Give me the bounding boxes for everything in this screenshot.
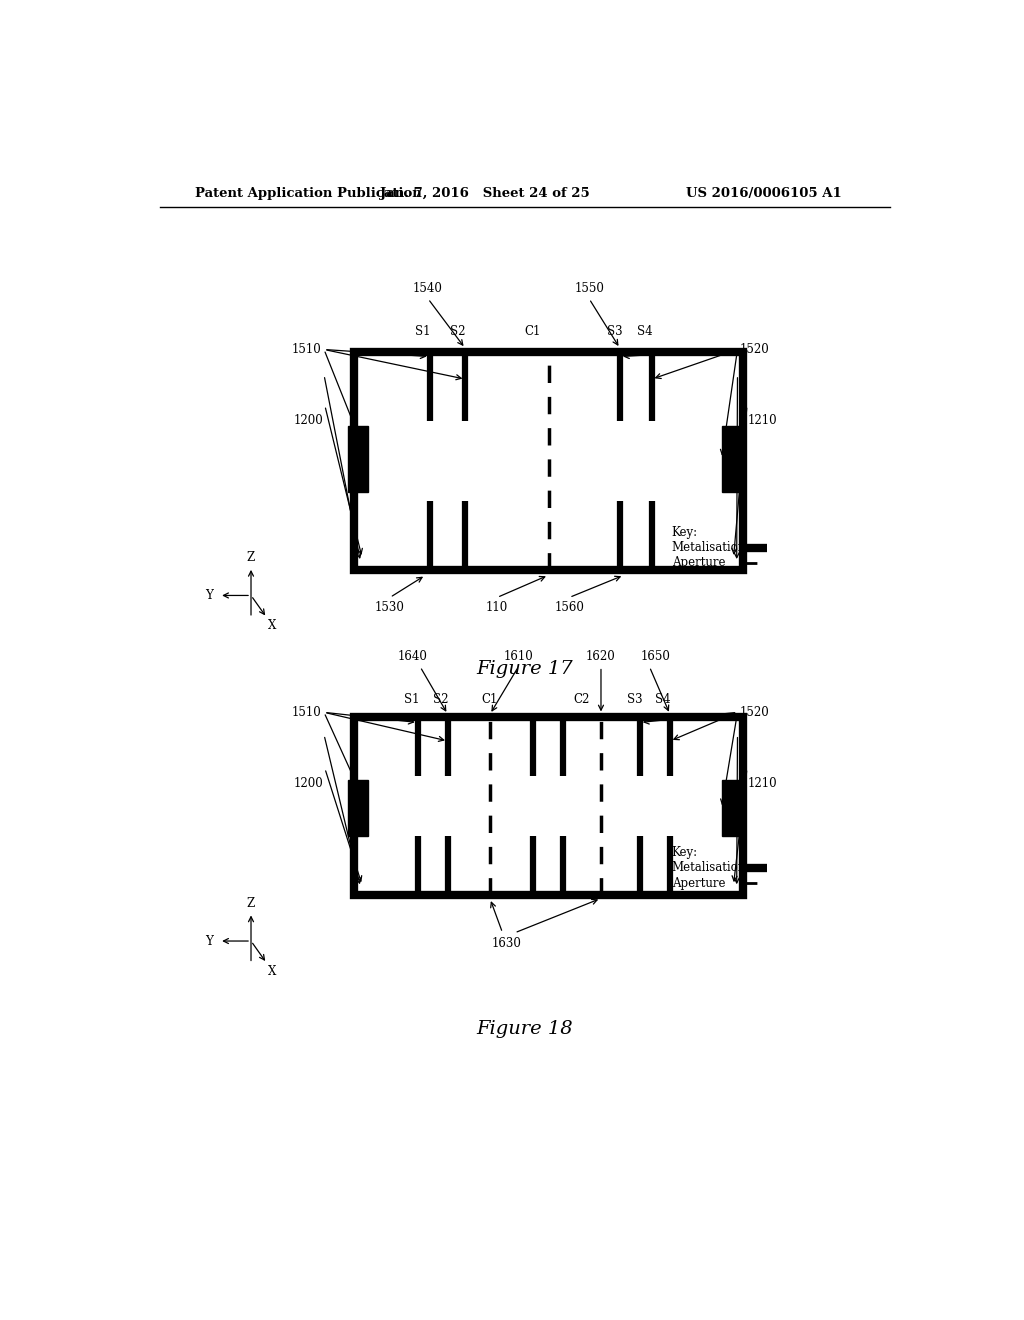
Text: Aperture: Aperture [672,876,725,890]
Text: X: X [268,965,276,978]
Text: Key:: Key: [672,846,697,859]
Text: S2: S2 [433,693,449,706]
Text: 1610: 1610 [504,649,534,663]
Text: S1: S1 [416,325,431,338]
Text: S3: S3 [606,325,623,338]
Text: C1: C1 [524,325,541,338]
Text: Z: Z [247,552,255,565]
Text: X: X [268,619,276,632]
Text: 1520: 1520 [740,343,770,356]
Text: 1510: 1510 [292,706,322,719]
Text: Z: Z [247,896,255,909]
Bar [348,780,368,837]
Text: C2: C2 [573,693,590,706]
Text: 1560: 1560 [554,601,584,614]
Text: 1510: 1510 [292,343,322,356]
Bar [722,426,741,492]
Text: Y: Y [205,935,213,948]
Text: S4: S4 [655,693,671,706]
Text: S1: S1 [404,693,420,706]
Text: Figure 17: Figure 17 [476,660,573,677]
Text: Key:: Key: [672,525,697,539]
Text: Patent Application Publication: Patent Application Publication [196,187,422,201]
Text: 1640: 1640 [397,649,427,663]
Text: 1520: 1520 [740,706,770,719]
Bar [348,426,368,492]
Text: 1620: 1620 [586,649,615,663]
Text: 110: 110 [486,601,508,614]
Text: 1650: 1650 [641,649,671,663]
Text: 1630: 1630 [492,937,521,949]
Text: 1540: 1540 [413,282,443,294]
Text: Y: Y [205,589,213,602]
Text: Metalisation: Metalisation [672,862,745,874]
Text: S2: S2 [451,325,466,338]
Text: Metalisation: Metalisation [672,541,745,554]
Text: C1: C1 [481,693,498,706]
Text: 1550: 1550 [574,282,604,294]
Bar [354,718,743,895]
Bar [354,351,743,570]
Text: 1530: 1530 [375,601,404,614]
Text: Figure 18: Figure 18 [476,1020,573,1039]
Text: S4: S4 [637,325,652,338]
Text: Jan. 7, 2016   Sheet 24 of 25: Jan. 7, 2016 Sheet 24 of 25 [380,187,590,201]
Text: 1210: 1210 [749,777,777,789]
Bar [722,780,741,837]
Text: 1210: 1210 [749,414,777,428]
Text: S3: S3 [627,693,642,706]
Text: US 2016/0006105 A1: US 2016/0006105 A1 [686,187,842,201]
Text: 1200: 1200 [294,414,324,428]
Text: Aperture: Aperture [672,557,725,569]
Text: 1200: 1200 [294,777,324,789]
